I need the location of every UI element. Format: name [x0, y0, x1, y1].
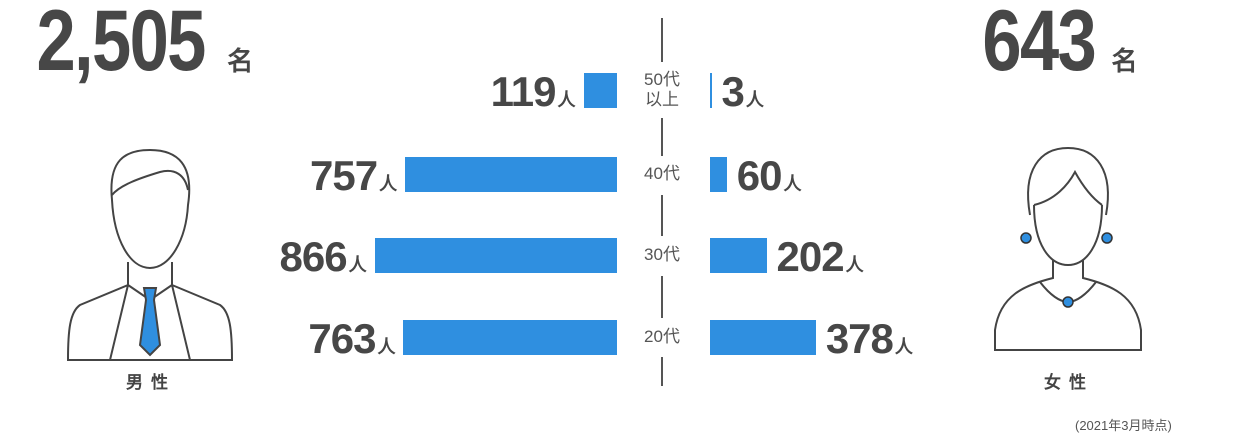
value-number: 378 [825, 315, 894, 362]
value-unit: 人 [348, 255, 367, 275]
value-label: 119 人 [491, 68, 576, 116]
total-number: 2,505 [36, 0, 206, 89]
female-icon [994, 146, 1142, 351]
value-unit: 人 [783, 174, 802, 194]
category-label: 30代 [644, 245, 680, 264]
value-label: 866 人 [280, 233, 367, 281]
bar [710, 72, 712, 108]
value-number: 60 [736, 152, 783, 199]
bar [710, 319, 816, 355]
value-label: 763 人 [308, 315, 395, 363]
category-label: 40代 [644, 164, 680, 183]
value-number: 763 [308, 315, 376, 362]
female-accessories [1020, 232, 1113, 308]
value-number: 119 [490, 68, 557, 115]
value-unit: 人 [845, 255, 864, 275]
total-number: 643 [982, 0, 1096, 89]
value-label: 60 人 [737, 152, 802, 200]
female-label: 女性 [1044, 373, 1094, 392]
value-unit: 人 [557, 90, 576, 110]
value-unit: 人 [894, 337, 913, 357]
note: (2021年3月時点) [1075, 418, 1172, 433]
category-label: 20代 [644, 327, 680, 346]
value-label: 757 人 [310, 152, 397, 200]
total: 2,505 名 [18, 0, 253, 91]
bar [710, 156, 727, 192]
male-tie [138, 287, 162, 357]
bar [405, 156, 617, 192]
total-unit: 名 [1111, 46, 1138, 76]
value-number: 866 [279, 233, 348, 280]
bar [403, 319, 617, 355]
bar [710, 237, 767, 273]
bar [374, 237, 617, 273]
value-unit: 人 [745, 90, 764, 110]
value-label: 202 人 [777, 233, 864, 281]
value-number: 202 [776, 233, 845, 280]
value-number: 3 [721, 68, 745, 115]
category-label: 50代 以上 [644, 70, 680, 109]
bar [583, 72, 617, 108]
total: 643 名 [970, 0, 1138, 91]
value-unit: 人 [379, 174, 398, 194]
value-unit: 人 [377, 337, 396, 357]
total-unit: 名 [227, 46, 254, 76]
value-number: 757 [310, 152, 378, 199]
male-label: 男性 [126, 373, 176, 392]
value-label: 378 人 [826, 315, 913, 363]
